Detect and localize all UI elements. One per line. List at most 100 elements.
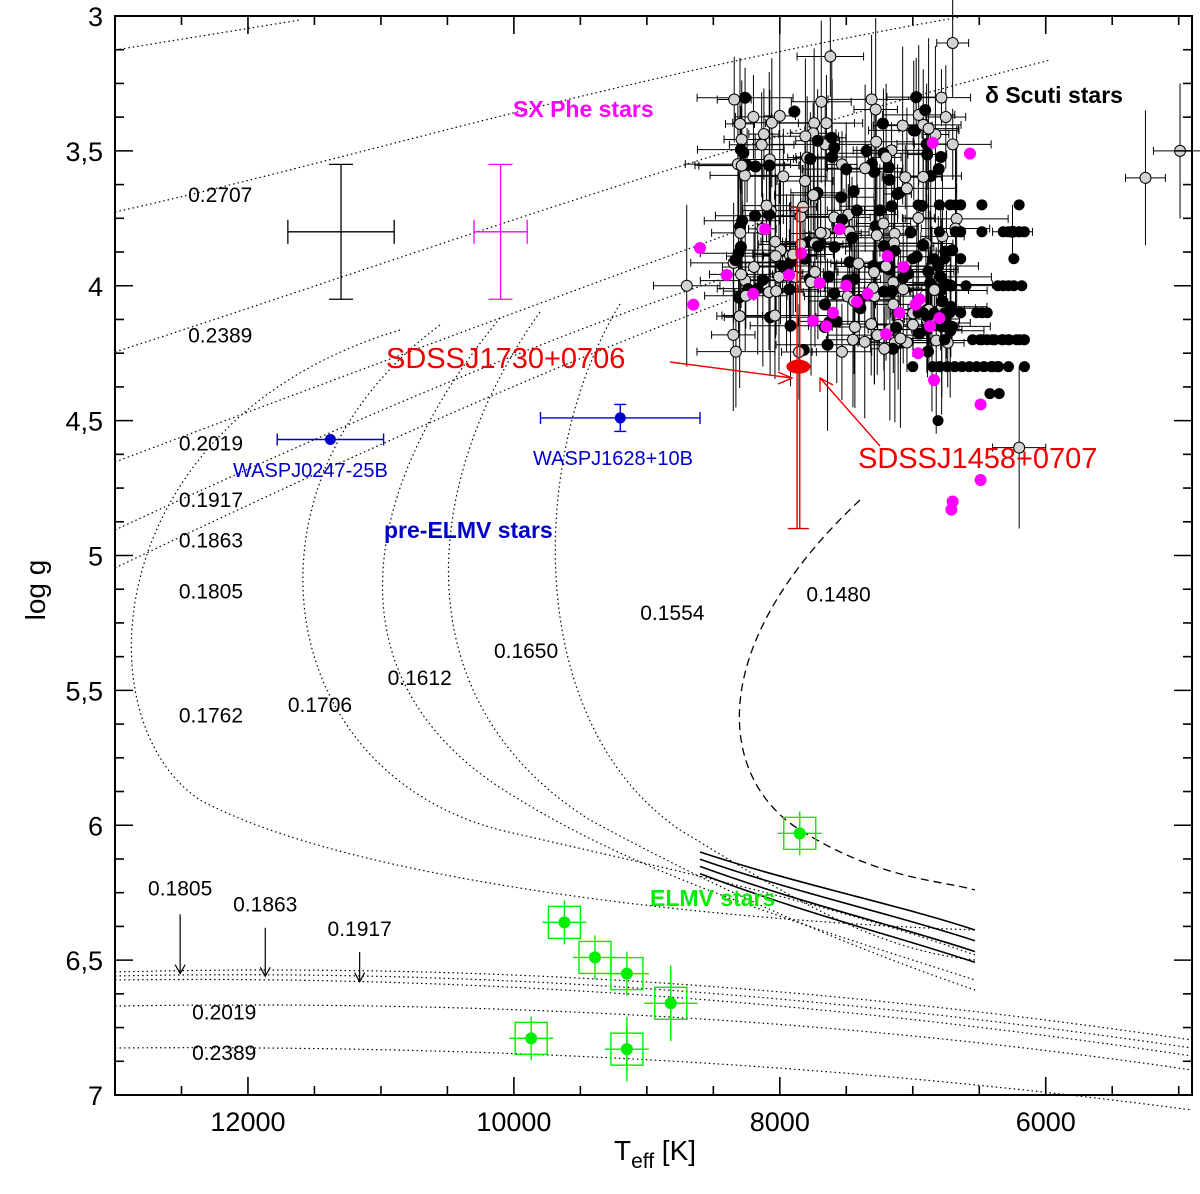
delta-scuti-point	[772, 270, 785, 283]
y-tick-label: 6,5	[65, 946, 103, 976]
delta-scuti-point	[865, 317, 878, 330]
track-arrow	[354, 952, 366, 983]
axes: 12000 10000 8000 6000 3 3,5 4 4,5 5 5,5 6 6,5 7	[65, 2, 1193, 1137]
y-tick-label: 3	[88, 2, 103, 32]
track-cooling-2	[699, 865, 976, 953]
track-cooling-0	[699, 851, 976, 931]
track-cshape-4	[554, 303, 976, 961]
delta-scuti-point	[899, 171, 912, 184]
annotations: δ Scuti stars SX Phe stars pre-ELMV star…	[20, 82, 1123, 1173]
delta-scuti-point	[835, 345, 848, 358]
delta-scuti-point	[763, 159, 776, 172]
delta-scuti-point	[734, 117, 747, 130]
delta-scuti-point	[935, 91, 948, 104]
track-label: 0.1805	[179, 581, 243, 604]
delta-scuti-point	[846, 231, 859, 244]
sx-phe-point	[897, 260, 910, 273]
elmv-point	[620, 1043, 633, 1056]
delta-scuti-point	[993, 388, 1005, 400]
delta-scuti-point	[910, 91, 923, 104]
y-tick-label: 5	[88, 542, 103, 572]
delta-scuti-point	[939, 280, 951, 292]
delta-scuti-point	[828, 287, 841, 300]
delta-scuti-point	[773, 109, 786, 122]
delta-scuti-point	[788, 105, 801, 118]
delta-scuti-point	[821, 338, 834, 351]
delta-scuti-point	[734, 226, 747, 239]
delta-scuti-point	[799, 130, 812, 143]
track-cshape-1	[302, 324, 976, 956]
delta-scuti-point	[907, 361, 919, 373]
delta-scuti-point	[852, 257, 865, 270]
delta-scuti-point	[946, 138, 959, 151]
delta-scuti-sample-error	[287, 163, 395, 300]
delta-scuti-point	[737, 146, 750, 159]
elmv-point	[588, 951, 601, 964]
delta-scuti-point	[939, 253, 951, 265]
track-arrow-label: 0.1863	[233, 894, 297, 917]
delta-scuti-point	[733, 310, 746, 323]
track-arrow-label: 0.1805	[148, 877, 212, 900]
delta-scuti-point	[858, 335, 871, 348]
pre-elmv-point	[324, 434, 336, 446]
data-points	[276, 136, 987, 1082]
delta-scuti-point	[822, 270, 835, 283]
delta-scuti-point	[877, 217, 890, 230]
delta-scuti-point	[770, 285, 783, 298]
delta-scuti-point	[828, 240, 841, 253]
delta-scuti-point	[960, 280, 972, 292]
delta-scuti-point	[1003, 361, 1015, 373]
sx-phe-point	[783, 268, 796, 281]
y-tick-label: 4,5	[65, 407, 103, 437]
delta-scuti-point	[880, 151, 893, 164]
delta-scuti-point	[769, 250, 782, 263]
delta-scuti-point	[1139, 171, 1152, 184]
delta-scuti-point	[804, 152, 817, 165]
delta-scuti-point	[976, 226, 988, 238]
delta-scuti-point	[944, 324, 957, 337]
sx-phe-point	[928, 374, 941, 387]
delta-scuti-point	[955, 226, 967, 238]
delta-scuti-point	[877, 285, 890, 298]
y-axis-title: log g	[20, 560, 51, 621]
delta-scuti-point	[932, 415, 944, 427]
delta-scuti-point	[868, 266, 881, 279]
delta-scuti-point	[808, 117, 821, 130]
pre-elmv-point	[614, 412, 626, 424]
track-cooling-1	[699, 858, 976, 942]
delta-scuti-point	[734, 240, 747, 253]
track-lower-4	[114, 1047, 1193, 1111]
sx-phe-point	[759, 223, 772, 236]
delta-scuti-point	[939, 111, 952, 124]
delta-scuti-point	[777, 170, 790, 183]
sx-phe-point	[880, 328, 893, 341]
delta-scuti-point	[933, 226, 945, 238]
delta-scuti-point	[912, 199, 924, 211]
delta-scuti-point	[814, 226, 827, 239]
delta-scuti-point	[1016, 280, 1028, 292]
delta-scuti-point	[860, 144, 873, 157]
track-label: 0.1706	[288, 694, 352, 717]
delta-scuti-point	[729, 345, 742, 358]
delta-scuti-point	[749, 209, 762, 222]
delta-scuti-point	[747, 110, 760, 123]
x-axis-title-sub: eff	[631, 1150, 654, 1173]
delta-scuti-point	[727, 328, 740, 341]
sx-phe-point	[795, 247, 808, 260]
x-axis-title-unit: [K]	[654, 1135, 696, 1166]
delta-scuti-point	[870, 135, 883, 148]
delta-scuti-point	[909, 124, 922, 137]
sx-phe-point	[924, 320, 937, 333]
delta-scuti-point	[807, 189, 820, 202]
delta-scuti-point	[992, 280, 1004, 292]
sdss1730-label: SDSSJ1730+0706	[386, 343, 625, 375]
wasp0247-label: WASPJ0247-25B	[233, 460, 388, 482]
delta-scuti-point	[876, 117, 889, 130]
sx-phe-point	[909, 298, 922, 311]
delta-scuti-point	[932, 162, 945, 175]
x-axis-title-main: T	[614, 1135, 631, 1166]
delta-scuti-point	[824, 50, 837, 63]
delta-scuti-point	[799, 175, 812, 188]
delta-scuti-point	[907, 253, 919, 265]
